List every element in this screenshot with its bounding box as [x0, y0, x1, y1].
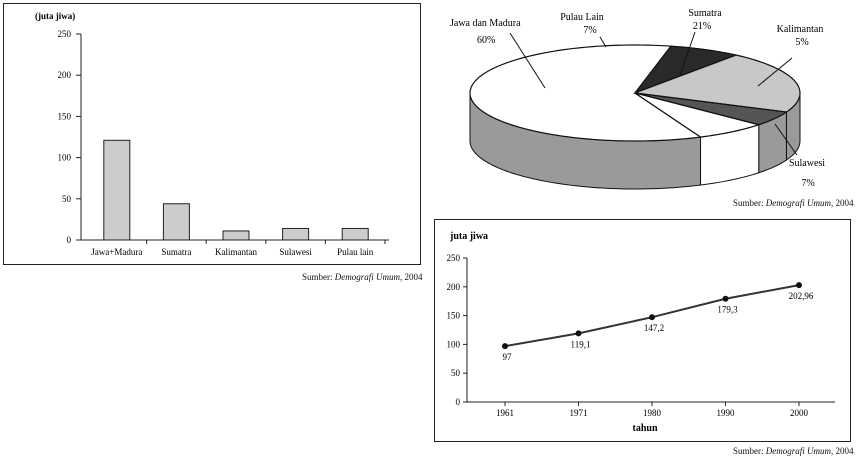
- x-tick-label: Sumatra: [161, 247, 191, 257]
- data-label: 97: [503, 352, 513, 362]
- x-tick-label: Kalimantan: [215, 247, 257, 257]
- bar-chart-panel: (juta jiwa) 0 50 100 150 200 250 Jawa+Madura Sum…: [3, 3, 421, 265]
- bar: [103, 139, 131, 241]
- y-tick-label: 50: [62, 194, 72, 204]
- source-title: Demografi Umum: [765, 198, 831, 208]
- source-title: Demografi Umum: [334, 272, 400, 282]
- data-label: 119,1: [571, 339, 591, 349]
- y-tick-label: 0: [67, 235, 72, 245]
- pie-slice: [469, 44, 703, 142]
- y-tick-label: 50: [451, 368, 461, 378]
- line-chart-panel: juta jiwa 0 50 100 150 200 250 1961 1971 1980 1990…: [434, 219, 851, 442]
- pie-chart: Jawa dan Madura 60% Pulau Lain 7% Sumatra 21%…: [450, 8, 825, 190]
- slice-label: Jawa dan Madura: [450, 18, 521, 29]
- x-tick-label: 1980: [643, 408, 662, 418]
- y-tick-label: 100: [58, 153, 72, 163]
- leader-line: [679, 31, 696, 76]
- pie-slice: [634, 92, 761, 138]
- source-prefix: Sumber:: [733, 446, 766, 456]
- slice-percent: 7%: [801, 178, 814, 189]
- y-tick-label: 200: [447, 282, 461, 292]
- x-tick-label: 1971: [570, 408, 588, 418]
- y-tick-label: 250: [447, 253, 461, 263]
- slice-label: Kalimantan: [777, 24, 824, 35]
- bar: [162, 203, 190, 241]
- pie-chart-panel: Jawa dan Madura 60% Pulau Lain 7% Sumatra 21%…: [440, 0, 857, 212]
- leader-line: [774, 123, 798, 156]
- data-label: 202,96: [789, 291, 814, 301]
- data-point: [796, 282, 802, 289]
- slice-label: Sulawesi: [789, 158, 825, 169]
- bar: [282, 227, 310, 241]
- line-chart-source: Sumber: Demografi Umum, 2004: [733, 446, 854, 456]
- x-tick-label: 2000: [790, 408, 809, 418]
- x-tick-label: 1961: [496, 408, 514, 418]
- slice-label: Pulau Lain: [560, 12, 604, 23]
- slice-percent: 21%: [693, 21, 711, 32]
- x-axis-label: tahun: [632, 423, 657, 434]
- y-axis-label: juta jiwa: [449, 231, 488, 242]
- y-axis-label: (juta jiwa): [35, 11, 75, 21]
- source-suffix: , 2004: [400, 272, 423, 282]
- data-point: [502, 343, 508, 350]
- leader-line: [599, 36, 607, 48]
- data-label: 179,3: [717, 305, 738, 315]
- pie-chart-source: Sumber: Demografi Umum, 2004: [733, 198, 854, 208]
- x-tick-label: Jawa+Madura: [91, 247, 142, 257]
- source-suffix: , 2004: [831, 198, 854, 208]
- line-chart: juta jiwa 0 50 100 150 200 250 1961 1971 1980 1990…: [447, 231, 835, 434]
- pie-slice: [633, 45, 739, 95]
- source-prefix: Sumber:: [733, 198, 766, 208]
- data-label: 147,2: [644, 323, 664, 333]
- y-tick-label: 150: [58, 111, 72, 121]
- data-point: [575, 330, 582, 337]
- bar: [341, 227, 369, 241]
- data-point: [649, 314, 655, 321]
- slice-percent: 7%: [583, 25, 596, 36]
- slice-percent: 5%: [795, 37, 808, 48]
- source-prefix: Sumber:: [302, 272, 335, 282]
- pie-slice: [634, 92, 789, 126]
- y-tick-label: 0: [456, 397, 461, 407]
- data-point: [722, 295, 729, 302]
- x-tick-label: Pulau lain: [337, 247, 374, 257]
- slice-label: Sumatra: [688, 8, 722, 19]
- y-tick-label: 100: [447, 339, 461, 349]
- x-tick-label: 1990: [717, 408, 736, 418]
- leader-line: [509, 32, 546, 89]
- bar: [222, 230, 250, 241]
- x-tick-label: Sulawesi: [279, 247, 312, 257]
- leader-line: [757, 57, 793, 87]
- slice-percent: 60%: [477, 35, 495, 46]
- y-tick-label: 150: [447, 311, 461, 321]
- y-tick-label: 250: [58, 29, 72, 39]
- bar-chart-source: Sumber: Demografi Umum, 2004: [302, 272, 423, 282]
- bar-chart: (juta jiwa) 0 50 100 150 200 250 Jawa+Madura Sum…: [35, 11, 389, 257]
- source-suffix: , 2004: [831, 446, 854, 456]
- y-tick-label: 200: [58, 70, 72, 80]
- source-title: Demografi Umum: [765, 446, 831, 456]
